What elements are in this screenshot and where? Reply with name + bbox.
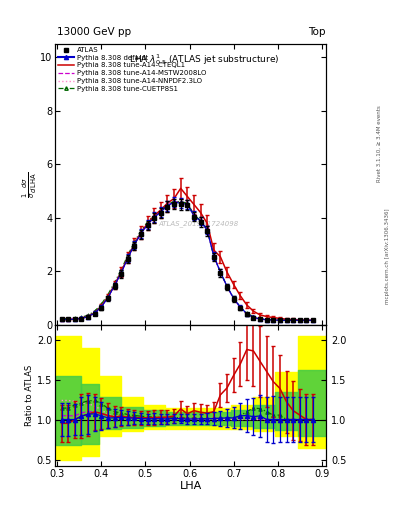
Text: Rivet 3.1.10, ≥ 3.4M events: Rivet 3.1.10, ≥ 3.4M events bbox=[377, 105, 382, 182]
Text: ATLAS_2019_I1724098: ATLAS_2019_I1724098 bbox=[159, 220, 239, 227]
Legend: ATLAS, Pythia 8.308 default, Pythia 8.308 tune-A14-CTEQL1, Pythia 8.308 tune-A14: ATLAS, Pythia 8.308 default, Pythia 8.30… bbox=[57, 46, 208, 93]
Y-axis label: $\frac{1}{\sigma}\frac{d\sigma}{d\,\mathrm{LHA}}$: $\frac{1}{\sigma}\frac{d\sigma}{d\,\math… bbox=[20, 171, 39, 198]
Y-axis label: Ratio to ATLAS: Ratio to ATLAS bbox=[25, 365, 34, 426]
Text: mcplots.cern.ch [arXiv:1306.3436]: mcplots.cern.ch [arXiv:1306.3436] bbox=[385, 208, 389, 304]
X-axis label: LHA: LHA bbox=[180, 481, 202, 492]
Text: 13000 GeV pp: 13000 GeV pp bbox=[57, 27, 131, 37]
Text: Top: Top bbox=[308, 27, 325, 37]
Text: LHA $\lambda^{1}_{0.5}$ (ATLAS jet substructure): LHA $\lambda^{1}_{0.5}$ (ATLAS jet subst… bbox=[129, 52, 279, 67]
